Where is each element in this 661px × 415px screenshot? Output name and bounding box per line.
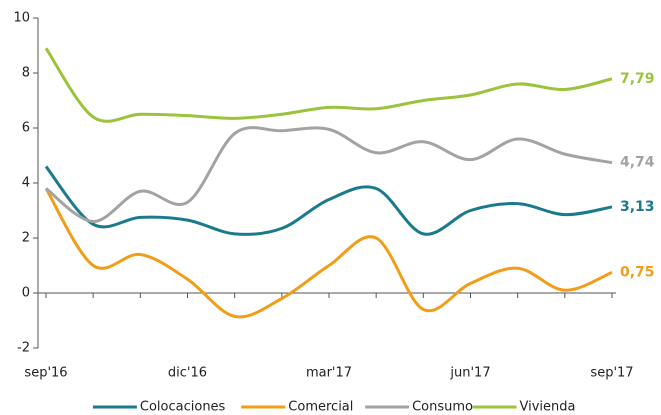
legend-label: Colocaciones bbox=[140, 400, 226, 415]
y-tick-label: 10 bbox=[13, 11, 30, 26]
line-series bbox=[44, 47, 613, 123]
y-tick-label: 4 bbox=[22, 176, 30, 191]
line-series bbox=[45, 126, 613, 224]
line-series bbox=[44, 165, 613, 236]
x-tick-label: sep'17 bbox=[590, 366, 633, 381]
y-tick-label: -2 bbox=[17, 341, 30, 356]
y-tick-label: 6 bbox=[22, 121, 30, 136]
legend-label: Vivienda bbox=[520, 400, 576, 415]
y-tick-label: 8 bbox=[22, 66, 30, 81]
x-tick-label: mar'17 bbox=[306, 366, 352, 381]
x-tick-label: jun'17 bbox=[449, 366, 490, 381]
line-series bbox=[44, 187, 613, 319]
legend-label: Consumo bbox=[412, 400, 473, 415]
y-tick-label: 2 bbox=[22, 231, 30, 246]
x-tick-label: dic'16 bbox=[168, 366, 207, 381]
value-label: 7,79 bbox=[620, 71, 655, 87]
x-tick-label: sep'16 bbox=[24, 366, 67, 381]
legend-label: Comercial bbox=[288, 400, 353, 415]
value-label: 3,13 bbox=[620, 199, 655, 215]
y-tick-label: 0 bbox=[22, 286, 30, 301]
value-label: 4,74 bbox=[620, 155, 655, 171]
value-label: 0,75 bbox=[620, 264, 655, 280]
